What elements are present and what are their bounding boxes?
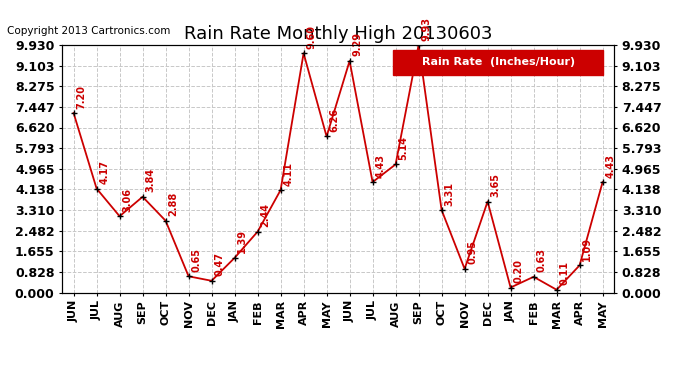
Text: 0.20: 0.20 [513,259,523,283]
Text: 4.43: 4.43 [605,154,615,178]
Text: 5.14: 5.14 [398,136,408,160]
Text: 0.47: 0.47 [215,252,224,276]
Text: 0.95: 0.95 [467,240,477,264]
FancyBboxPatch shape [393,50,603,75]
Text: 2.88: 2.88 [168,192,178,216]
Text: 3.31: 3.31 [444,182,454,206]
Text: 4.17: 4.17 [99,160,109,184]
Text: 7.20: 7.20 [77,84,86,108]
Text: 3.84: 3.84 [146,168,155,192]
Text: 4.11: 4.11 [284,162,293,186]
Text: 9.60: 9.60 [306,25,316,49]
Title: Rain Rate Monthly High 20130603: Rain Rate Monthly High 20130603 [184,26,493,44]
Text: 3.65: 3.65 [491,173,500,197]
Text: 4.43: 4.43 [375,154,385,178]
Text: 9.93: 9.93 [422,16,431,40]
Text: 9.29: 9.29 [353,33,362,57]
Text: 3.06: 3.06 [122,188,132,212]
Text: 6.26: 6.26 [329,108,339,132]
Text: 0.11: 0.11 [560,261,569,285]
Text: Copyright 2013 Cartronics.com: Copyright 2013 Cartronics.com [7,26,170,36]
Text: Rain Rate  (Inches/Hour): Rain Rate (Inches/Hour) [422,57,575,68]
Text: 1.39: 1.39 [237,230,247,254]
Text: 0.65: 0.65 [191,248,201,272]
Text: 2.44: 2.44 [260,203,270,227]
Text: 0.63: 0.63 [536,248,546,272]
Text: 1.09: 1.09 [582,237,592,261]
